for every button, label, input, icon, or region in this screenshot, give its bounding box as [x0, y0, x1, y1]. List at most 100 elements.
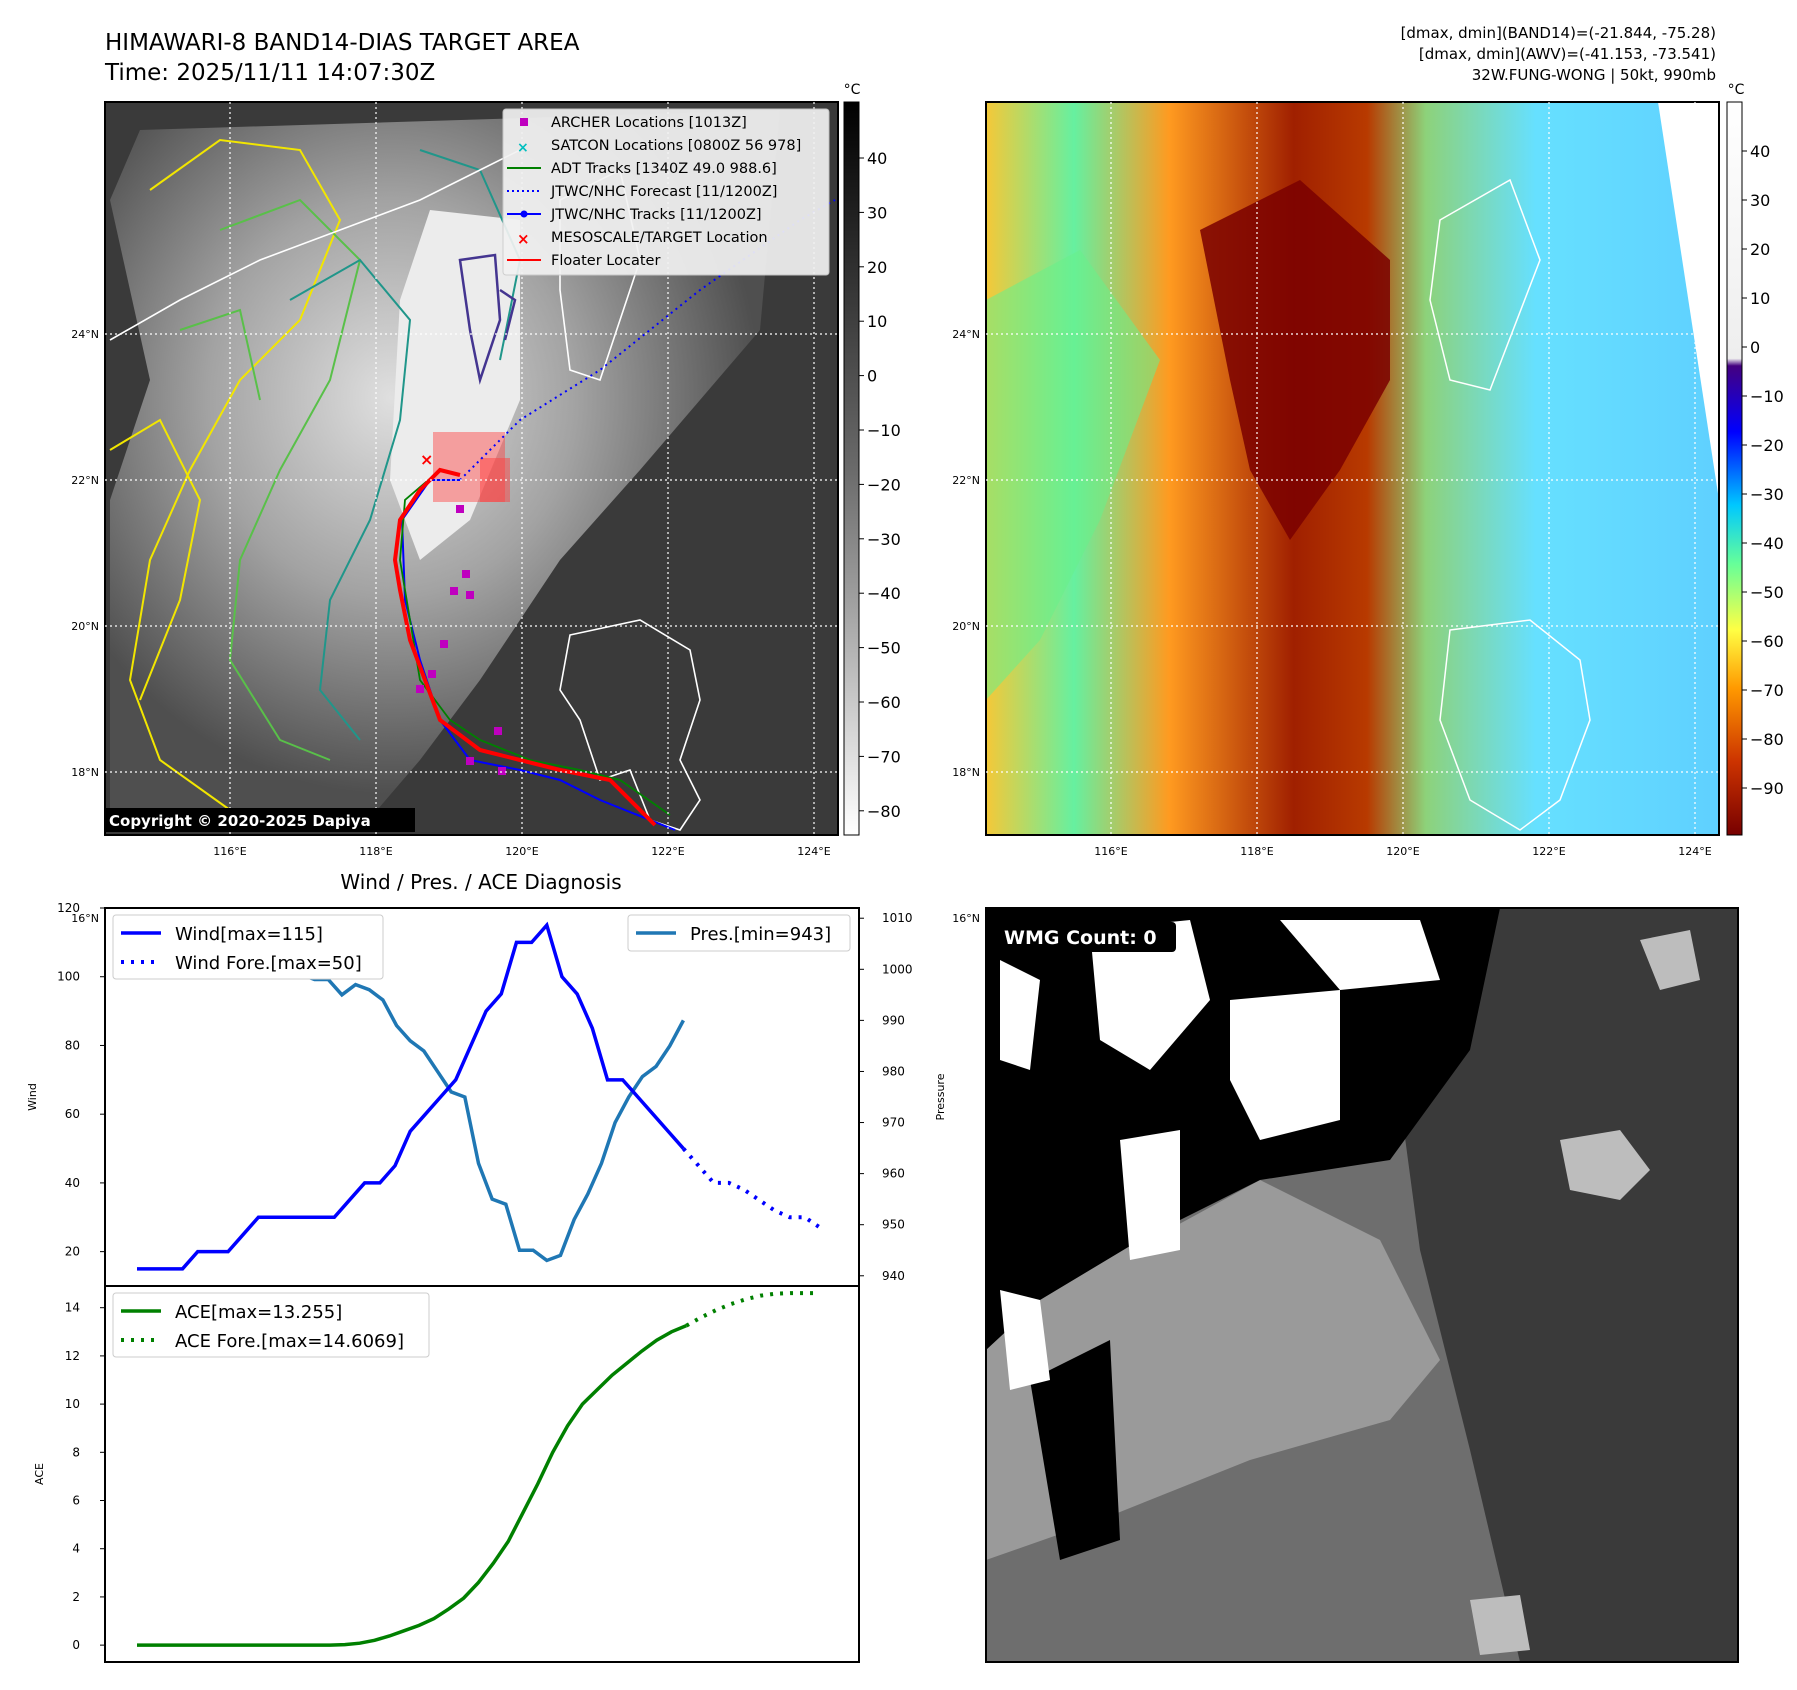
- colorbar-tick-label: −30: [867, 530, 901, 549]
- colorbar-tick-label: −90: [1750, 779, 1784, 798]
- colorbar-tick-label: −50: [1750, 583, 1784, 602]
- pres-tick-label: 950: [882, 1218, 905, 1232]
- ace-tick-label: 8: [72, 1445, 80, 1459]
- legend-archer: ARCHER Locations [1013Z]: [551, 115, 747, 131]
- mesoscale-legend-symbol: ×: [517, 230, 530, 248]
- awv-coast-luzon: [1439, 619, 1591, 831]
- contour-green: [179, 198, 362, 761]
- coastline-luzon: [559, 619, 701, 831]
- lon-label: 120°E: [505, 845, 538, 858]
- pres-tick-label: 960: [882, 1167, 905, 1181]
- legend-forecast: JTWC/NHC Forecast [11/1200Z]: [550, 184, 777, 200]
- ace-tick-label: 10: [65, 1397, 80, 1411]
- archer-markers: [416, 505, 506, 775]
- colorbar-tick-label: 30: [867, 203, 887, 222]
- wind-tick-label: 80: [65, 1038, 80, 1052]
- colorbar-color: [1726, 101, 1743, 836]
- colorbar-tick-label: −10: [1750, 387, 1784, 406]
- lat-label: 22°N: [71, 474, 99, 487]
- lon-label: 118°E: [359, 845, 392, 858]
- colorbar-gray: [843, 101, 860, 836]
- map1-lon-labels: 116°E 118°E 120°E 122°E 124°E: [213, 845, 830, 858]
- lat-label: 16°N: [71, 912, 99, 925]
- ace-tick-label: 6: [72, 1494, 80, 1508]
- colorbar-tick-label: −50: [867, 639, 901, 658]
- wmg-dark-gray: [1400, 908, 1738, 1662]
- floater-locater-track: [392, 467, 657, 827]
- map2-frame: [985, 101, 1720, 836]
- wind-series: [137, 921, 685, 1271]
- ace-legend: ACE[max=13.255] ACE Fore.[max=14.6069]: [112, 1292, 430, 1358]
- map2-lon-labels: 116°E 118°E 120°E 122°E 124°E: [1094, 845, 1711, 858]
- time-title: Time: 2025/11/11 14:07:30Z: [104, 60, 435, 86]
- diagnosis-title: Wind / Pres. / ACE Diagnosis: [340, 870, 621, 894]
- map1-lat-labels: 24°N 22°N 20°N 18°N 16°N: [71, 328, 99, 925]
- pres-legend-box: [627, 914, 851, 952]
- awv-deep-core: [1200, 180, 1390, 540]
- lon-label: 120°E: [1386, 845, 1419, 858]
- awv-blank-corner: [1658, 102, 1719, 500]
- ace-y-ticks: 0 2 4 6 8 10 12 14: [65, 1301, 105, 1652]
- wind-y-ticks: 20 40 60 80 100 120: [57, 901, 105, 1259]
- colorbar-tick-label: −60: [867, 693, 901, 712]
- lon-label: 124°E: [1678, 845, 1711, 858]
- legend-mesoscale: MESOSCALE/TARGET Location: [551, 230, 768, 246]
- ace-ylabel: ACE: [33, 1463, 46, 1485]
- lon-label: 122°E: [651, 845, 684, 858]
- map-legend: ARCHER Locations [1013Z] × SATCON Locati…: [502, 108, 830, 276]
- lon-label: 124°E: [797, 845, 830, 858]
- wind-legend-label: Wind[max=115]: [175, 924, 323, 945]
- ace-tick-label: 4: [72, 1542, 80, 1556]
- lat-label: 20°N: [952, 620, 980, 633]
- ace-fore-legend-label: ACE Fore.[max=14.6069]: [175, 1331, 404, 1352]
- header: HIMAWARI-8 BAND14-DIAS TARGET AREA Time:…: [104, 24, 1716, 86]
- colorbar-tick-label: 0: [1750, 338, 1760, 357]
- colorbar-tick-label: −80: [867, 802, 901, 821]
- pres-y-ticks: 940 950 960 970 980 990 1000 1010: [859, 911, 913, 1283]
- wind-fore-legend-label: Wind Fore.[max=50]: [175, 953, 362, 974]
- colorbar-tick-label: 20: [1750, 240, 1770, 259]
- ace-panel: 0 2 4 6 8 10 12 14 ACE ACE[max=13.255] ACE Fore…: [33, 1285, 860, 1663]
- awv-coast-taiwan: [1429, 178, 1541, 391]
- colorbar-tick-label: −80: [1750, 730, 1784, 749]
- colorbar-gray-ticks: 40 30 20 10 0 −10 −20 −30 −40 −50 −60 −70 −80: [859, 149, 901, 821]
- lat-label: 18°N: [71, 766, 99, 779]
- colorbar-tick-label: −70: [867, 747, 901, 766]
- legend-floater: Floater Locater: [551, 253, 660, 269]
- colorbar-tick-label: −10: [867, 421, 901, 440]
- colorbar-tick-label: 40: [867, 149, 887, 168]
- wmg-panel: WMG Count: 0: [985, 907, 1739, 1663]
- pres-ylabel: Pressure: [934, 1073, 947, 1120]
- main-title: HIMAWARI-8 BAND14-DIAS TARGET AREA: [105, 30, 580, 56]
- colorbar-tick-label: 10: [867, 312, 887, 331]
- colorbar-gray-unit: °C: [844, 82, 861, 98]
- colorbar-tick-label: −60: [1750, 632, 1784, 651]
- colorbar-color-unit: °C: [1728, 82, 1745, 98]
- ace-series: [137, 1324, 688, 1647]
- coastline-china: [109, 149, 521, 341]
- ace-tick-label: 12: [65, 1349, 80, 1363]
- ace-legend-label: ACE[max=13.255]: [175, 1302, 342, 1323]
- tracks-legend-dot: [520, 210, 528, 218]
- pres-tick-label: 1000: [882, 962, 913, 976]
- contour-yellow: [109, 138, 342, 811]
- colorbar-tick-label: −30: [1750, 485, 1784, 504]
- mesoscale-target-marker: ×: [420, 450, 433, 469]
- satcon-legend-symbol: ×: [517, 140, 529, 156]
- colorbar-tick-label: 40: [1750, 142, 1770, 161]
- pres-tick-label: 990: [882, 1013, 905, 1027]
- wmg-black: [986, 908, 1500, 1560]
- colorbar-tick-label: −40: [1750, 534, 1784, 553]
- pres-tick-label: 980: [882, 1064, 905, 1078]
- colorbar-color-ticks: 40 30 20 10 0 −10 −20 −30 −40 −50 −60 −70 −80 −90: [1742, 142, 1784, 798]
- storm-info: 32W.FUNG-WONG | 50kt, 990mb: [1472, 66, 1716, 84]
- awv-warm-region: [986, 250, 1160, 700]
- awv-map-panel: 24°N 22°N 20°N 18°N 16°N 116°E 118°E 120°E 122°…: [952, 82, 1784, 925]
- ace-legend-box: [112, 1292, 430, 1358]
- lat-label: 16°N: [952, 912, 980, 925]
- wind-tick-label: 120: [57, 901, 80, 915]
- ace-forecast-series: [685, 1291, 820, 1328]
- wind-ylabel: Wind: [26, 1083, 39, 1111]
- lon-label: 122°E: [1532, 845, 1565, 858]
- wmg-count-label: WMG Count: 0: [1004, 927, 1157, 949]
